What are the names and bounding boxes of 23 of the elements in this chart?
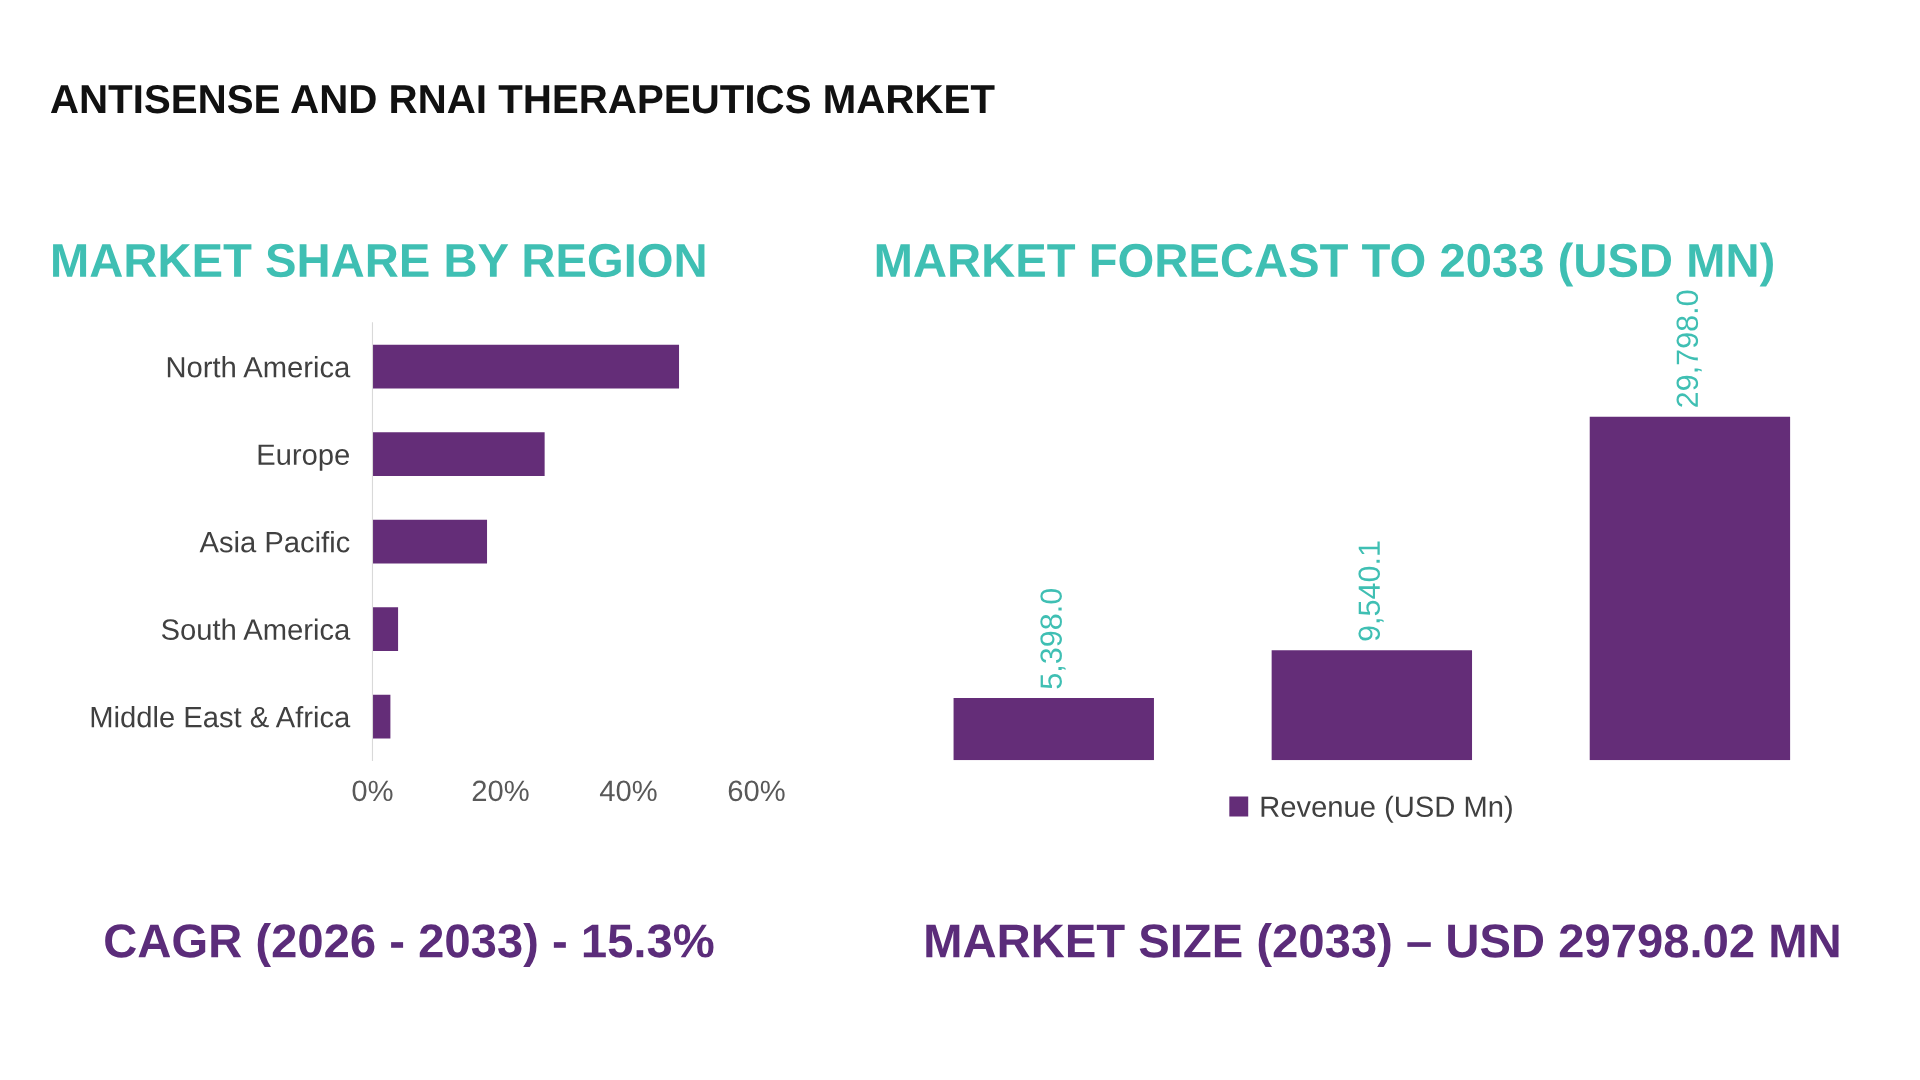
- data-label: 5,398.0: [1040, 588, 1066, 689]
- legend-label: Revenue (USD Mn): [1261, 795, 1512, 823]
- chart-title: ANTISENSE AND RNAI THERAPEUTICS MARKET: [50, 84, 995, 114]
- y-tick-label: North America: [167, 356, 351, 378]
- bar: [372, 432, 545, 477]
- bar: [372, 519, 488, 564]
- text: MARKET SIZE (2033) – USD 29798.02 MN: [926, 922, 1839, 968]
- chart-subtitle: MARKET SHARE BY REGION: [53, 243, 705, 278]
- x-tick-label: 60%: [728, 780, 785, 802]
- data-label: 9,540.1: [1358, 541, 1384, 641]
- x-tick-label: 0%: [352, 780, 393, 802]
- data-label: 29,798.0: [1676, 290, 1702, 407]
- x-tick-label: 20%: [472, 780, 529, 802]
- y-tick-label: Asia Pacific: [199, 531, 350, 553]
- y-tick-label: Europe: [258, 444, 349, 471]
- bar: [372, 694, 391, 739]
- y-tick-label: South America: [161, 618, 351, 640]
- y-tick-label: Middle East & Africa: [91, 706, 351, 728]
- bar: [372, 344, 680, 389]
- bar: [372, 607, 399, 651]
- chart-title: MARKET FORECAST TO 2033 (USD MN): [876, 242, 1773, 287]
- x-tick-label: 40%: [599, 780, 657, 802]
- text: CAGR (2026 - 2033) - 15.3%: [105, 922, 714, 968]
